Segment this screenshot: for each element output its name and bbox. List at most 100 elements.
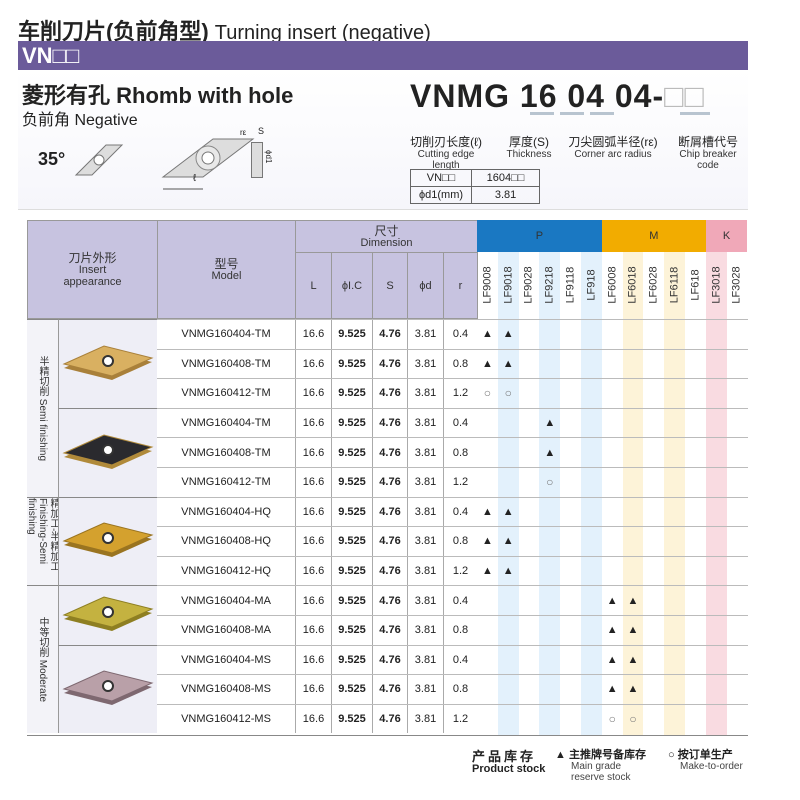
category-label: 精加工-半精加工 Finishing-Semi finishing [26,496,59,586]
grade-name: LF6118 [668,266,681,304]
model-cell: VNMG160412-TM [181,476,271,489]
dim-cell-ϕI.C: 9.525 [331,438,372,467]
dim-cell-S: 4.76 [372,586,407,615]
category-text: 中等切削 Moderate [37,617,48,703]
table-row: VNMG160408-MA 16.6 9.525 4.76 3.81 0.8 ▲ ▲ [157,615,748,645]
main-grade-icon: ▲ [481,505,493,518]
dim-cell-ϕI.C: 9.525 [331,527,372,556]
header-dim-1: ϕI.C [331,252,373,319]
header-dim-4: r [443,252,478,319]
rhomb-icon [74,144,124,176]
main-grade-icon: ▲ [481,357,493,370]
grade-header: LF3028 [727,252,748,318]
dim-cell-ϕI.C: 9.525 [331,468,372,497]
dim-cell-ϕd: 3.81 [407,675,443,704]
model-cell: VNMG160408-TM [181,446,271,459]
main-grade-icon: ▲ [481,565,493,578]
grade-column-stripe [705,252,727,735]
model-cell: VNMG160412-TM [181,387,271,400]
dim-cell-ϕI.C: 9.525 [331,408,372,438]
grade-header: LF6118 [664,252,685,318]
main-grade-icon: ▲ [502,357,514,370]
grade-column-stripe [497,252,519,735]
table-row: VNMG160404-TM 16.6 9.525 4.76 3.81 0.4 ▲ ▲ [157,319,748,349]
main-grade-icon: ▲ [606,594,618,607]
dim-cell-r: 0.8 [443,675,477,704]
legend-main-grade: ▲ 主推牌号备库存 Main grade reserve stock [555,749,646,784]
grade-name: LF3028 [731,266,743,304]
insert-image [58,585,157,645]
dim-cell-L: 16.6 [295,527,331,556]
dim-cell-L: 16.6 [295,586,331,615]
dim-cell-S: 4.76 [372,645,407,675]
make-to-order-icon: ○ [629,712,637,727]
header-dim-3: ϕd [407,252,444,319]
grade-name: LF918 [585,269,598,301]
dim-cell-r: 1.2 [443,704,477,734]
dim-cell-r: 0.4 [443,645,477,675]
dim-cell-r: 0.8 [443,349,477,379]
main-grade-icon: ▲ [502,328,514,341]
main-grade-icon: ▲ [606,653,618,666]
dim-cell-ϕd: 3.81 [407,556,443,586]
insert-image [58,407,157,497]
table-row: VNMG160412-MS 16.6 9.525 4.76 3.81 1.2 ○ ○ [157,703,748,734]
category-label: 半精切削 Semi finishing [27,319,58,497]
table-row: VNMG160408-MS 16.6 9.525 4.76 3.81 0.8 ▲ ▲ [157,674,748,704]
grade-group-P: P [477,220,602,252]
table-row: VNMG160404-MA 16.6 9.525 4.76 3.81 0.4 ▲ ▲ [157,585,748,615]
grade-header: LF618 [685,252,706,318]
dim-cell-L: 16.6 [295,379,331,408]
grade-name: LF6018 [627,266,639,304]
grade-header: LF9218 [539,252,560,318]
insert-image [58,496,157,586]
legend-title: 产品库存 Product stock [472,749,546,775]
model-cell: VNMG160404-MS [181,653,271,666]
make-to-order-icon: ○ [504,386,512,401]
dim-cell-S: 4.76 [372,616,407,645]
insert-photo-icon [62,596,154,632]
header-dimension: 尺寸 Dimension [295,220,478,253]
main-grade-icon: ▲ [627,653,639,666]
grade-header: LF9118 [560,252,581,318]
grade-column-stripe [539,252,561,735]
dim-cell-r: 0.8 [443,438,477,467]
info-panel: 菱形有孔 Rhomb with hole 负前角 Negative 35° ℓ … [18,70,748,210]
grade-name: LF3018 [710,266,723,304]
dim-cell-ϕI.C: 9.525 [331,349,372,379]
make-to-order-icon: ○ [608,712,616,727]
model-cell: VNMG160404-TM [181,328,271,341]
insert-diagram-icon [161,138,255,190]
label-edge-length: 切削刃长度(ℓ) Cutting edge length [410,135,482,171]
model-cell: VNMG160408-MA [181,624,271,637]
category-label: 中等切削 Moderate [27,585,58,734]
main-grade-icon: ▲ [502,565,514,578]
header-model: 型号 Model [157,220,296,319]
dim-cell-r: 0.8 [443,527,477,556]
insert-photo-icon [62,522,154,558]
label-corner-radius: 刀尖圆弧半径(rε) Corner arc radius [568,135,658,160]
dim-cell-ϕd: 3.81 [407,349,443,379]
dim-cell-r: 0.4 [443,497,477,527]
model-cell: VNMG160404-MA [181,594,271,607]
dim-cell-S: 4.76 [372,438,407,467]
model-cell: VNMG160408-HQ [181,535,271,548]
grade-name: LF9028 [523,266,535,304]
grade-name: LF618 [689,269,702,301]
dim-cell-ϕd: 3.81 [407,438,443,467]
grade-header: LF3018 [706,252,727,318]
dim-cell-S: 4.76 [372,527,407,556]
radius-label: rε [240,128,247,137]
table-row: VNMG160412-HQ 16.6 9.525 4.76 3.81 1.2 ▲ ▲ [157,555,748,586]
category-text: 半精切削 Semi finishing [37,355,48,461]
table-row: VNMG160408-HQ 16.6 9.525 4.76 3.81 0.8 ▲ ▲ [157,526,748,556]
grade-header: LF918 [581,252,602,318]
grade-header: LF6028 [643,252,664,318]
dim-cell-ϕd: 3.81 [407,527,443,556]
rake-label: 负前角 Negative [22,112,138,129]
main-grade-icon: ▲ [544,417,556,430]
page-title: 车削刀片(负前角型) Turning insert (negative) [18,14,431,46]
grade-name: LF9218 [543,266,556,304]
code-breakdown: VNMG 16 04 04-□□ [410,78,705,114]
model-cell: VNMG160412-HQ [181,565,271,578]
